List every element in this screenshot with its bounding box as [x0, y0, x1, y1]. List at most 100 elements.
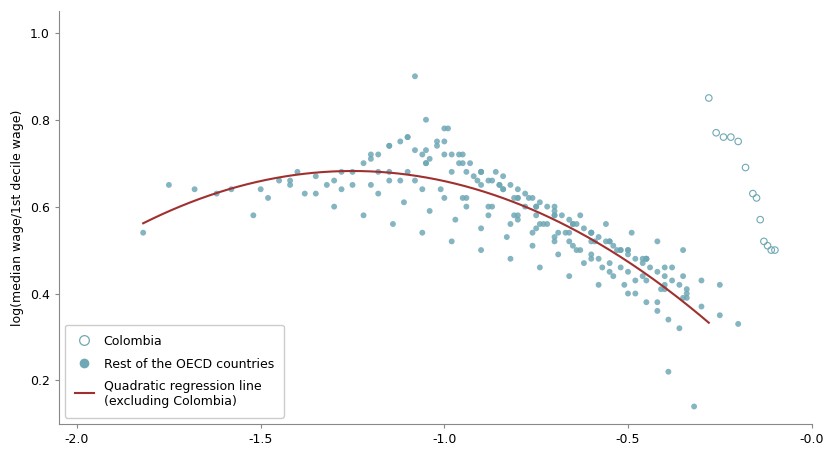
Rest of the OECD countries: [438, 138, 451, 145]
Rest of the OECD countries: [606, 242, 620, 250]
Rest of the OECD countries: [570, 246, 584, 254]
Rest of the OECD countries: [574, 212, 587, 219]
Rest of the OECD countries: [566, 220, 579, 228]
Rest of the OECD countries: [434, 186, 448, 193]
Rest of the OECD countries: [474, 246, 488, 254]
Rest of the OECD countries: [448, 216, 462, 223]
Rest of the OECD countries: [508, 212, 521, 219]
Rest of the OECD countries: [600, 220, 613, 228]
Rest of the OECD countries: [526, 229, 539, 236]
Rest of the OECD countries: [629, 290, 642, 297]
Rest of the OECD countries: [621, 246, 635, 254]
Rest of the OECD countries: [529, 225, 543, 232]
Rest of the OECD countries: [566, 242, 579, 250]
Rest of the OECD countries: [636, 272, 650, 280]
Rest of the OECD countries: [357, 159, 370, 167]
Rest of the OECD countries: [382, 142, 396, 149]
Rest of the OECD countries: [401, 133, 414, 141]
Rest of the OECD countries: [474, 168, 488, 175]
Rest of the OECD countries: [643, 264, 656, 271]
Rest of the OECD countries: [555, 212, 569, 219]
Rest of the OECD countries: [327, 177, 341, 184]
Colombia: [716, 133, 730, 141]
Rest of the OECD countries: [438, 125, 451, 132]
Colombia: [757, 238, 771, 245]
Rest of the OECD countries: [731, 320, 745, 328]
Rest of the OECD countries: [661, 316, 675, 323]
Rest of the OECD countries: [416, 151, 429, 158]
Rest of the OECD countries: [482, 177, 495, 184]
Rest of the OECD countries: [522, 194, 535, 202]
Rest of the OECD countries: [467, 173, 480, 180]
Rest of the OECD countries: [636, 255, 650, 262]
Rest of the OECD countries: [445, 151, 458, 158]
Rest of the OECD countries: [665, 277, 679, 284]
Rest of the OECD countries: [563, 229, 576, 236]
Rest of the OECD countries: [687, 403, 701, 410]
Quadratic regression line
(excluding Colombia): [138, 221, 148, 226]
Rest of the OECD countries: [673, 281, 686, 288]
Quadratic regression line
(excluding Colombia): [617, 255, 627, 260]
Rest of the OECD countries: [529, 203, 543, 210]
Rest of the OECD countries: [382, 177, 396, 184]
Rest of the OECD countries: [504, 181, 517, 189]
Rest of the OECD countries: [713, 312, 726, 319]
Rest of the OECD countries: [577, 225, 590, 232]
Rest of the OECD countries: [298, 190, 311, 197]
Rest of the OECD countries: [474, 225, 488, 232]
Rest of the OECD countries: [640, 298, 653, 306]
Rest of the OECD countries: [673, 324, 686, 332]
Rest of the OECD countries: [430, 142, 443, 149]
Rest of the OECD countries: [309, 173, 322, 180]
Rest of the OECD countries: [695, 277, 708, 284]
Rest of the OECD countries: [676, 272, 690, 280]
Rest of the OECD countries: [621, 290, 635, 297]
Rest of the OECD countries: [592, 281, 605, 288]
Rest of the OECD countries: [408, 73, 422, 80]
Rest of the OECD countries: [665, 264, 679, 271]
Rest of the OECD countries: [419, 116, 433, 123]
Colombia: [731, 138, 745, 145]
Rest of the OECD countries: [471, 177, 484, 184]
Rest of the OECD countries: [416, 229, 429, 236]
Rest of the OECD countries: [423, 207, 437, 215]
Colombia: [750, 194, 763, 202]
Rest of the OECD countries: [548, 212, 561, 219]
Rest of the OECD countries: [272, 177, 286, 184]
Rest of the OECD countries: [474, 168, 488, 175]
Rest of the OECD countries: [511, 194, 524, 202]
Rest of the OECD countries: [584, 255, 598, 262]
Rest of the OECD countries: [534, 220, 547, 228]
Rest of the OECD countries: [482, 212, 495, 219]
Rest of the OECD countries: [695, 303, 708, 310]
Rest of the OECD countries: [592, 255, 605, 262]
Rest of the OECD countries: [614, 246, 627, 254]
Rest of the OECD countries: [519, 190, 532, 197]
Rest of the OECD countries: [504, 220, 517, 228]
Rest of the OECD countries: [246, 212, 260, 219]
Rest of the OECD countries: [529, 212, 543, 219]
Line: Quadratic regression line
(excluding Colombia): Quadratic regression line (excluding Col…: [143, 171, 709, 323]
Rest of the OECD countries: [584, 251, 598, 258]
Rest of the OECD countries: [162, 181, 175, 189]
Rest of the OECD countries: [584, 229, 598, 236]
Rest of the OECD countries: [658, 286, 671, 293]
Rest of the OECD countries: [372, 168, 385, 175]
Rest of the OECD countries: [603, 268, 616, 276]
Rest of the OECD countries: [346, 181, 359, 189]
Rest of the OECD countries: [600, 238, 613, 245]
Rest of the OECD countries: [618, 281, 631, 288]
Rest of the OECD countries: [485, 177, 498, 184]
Rest of the OECD countries: [456, 159, 469, 167]
Rest of the OECD countries: [676, 246, 690, 254]
Rest of the OECD countries: [382, 142, 396, 149]
Rest of the OECD countries: [676, 294, 690, 302]
Rest of the OECD countries: [438, 151, 451, 158]
Rest of the OECD countries: [474, 181, 488, 189]
Rest of the OECD countries: [460, 168, 473, 175]
Rest of the OECD countries: [713, 281, 726, 288]
Rest of the OECD countries: [559, 229, 572, 236]
Rest of the OECD countries: [419, 159, 433, 167]
Rest of the OECD countries: [497, 186, 510, 193]
Rest of the OECD countries: [658, 281, 671, 288]
